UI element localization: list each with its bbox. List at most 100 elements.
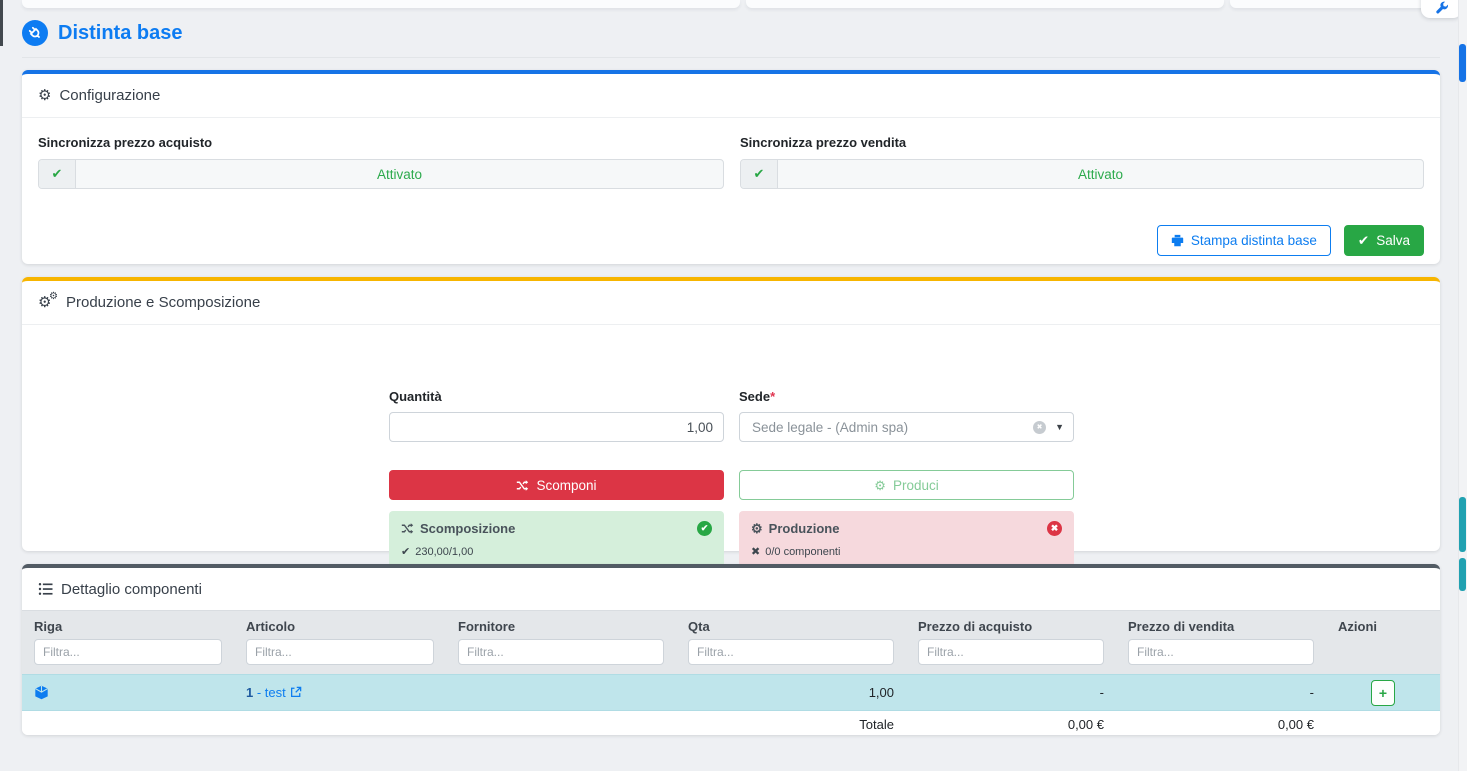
production-status-title: Produzione bbox=[768, 521, 840, 536]
components-table: Riga Articolo Fornitore Qta Prezzo di ac… bbox=[22, 610, 1440, 735]
sync-sale-toggle[interactable]: ✔ Attivato bbox=[740, 159, 1424, 189]
column-header-prezzo-vendita: Prezzo di vendita bbox=[1116, 610, 1326, 675]
check-icon: ✔ bbox=[1357, 232, 1370, 248]
filter-input-articolo[interactable] bbox=[246, 639, 434, 665]
decomposition-status-text: ✔ 230,00/1,00 bbox=[401, 545, 474, 559]
gear-icon: ⚙ bbox=[874, 477, 886, 493]
component-row[interactable]: 1 - test 1,00 - - + bbox=[22, 674, 1440, 711]
cross-icon: ✖ bbox=[751, 546, 761, 558]
scrolled-card-stub bbox=[22, 0, 740, 8]
shuffle-icon bbox=[401, 522, 414, 535]
scrolled-card-stub bbox=[1230, 0, 1440, 8]
external-link-icon[interactable] bbox=[286, 685, 302, 700]
page-heading: Distinta base bbox=[22, 18, 182, 48]
configuration-header: ⚙ Configurazione bbox=[22, 74, 1440, 118]
filter-input-qta[interactable] bbox=[688, 639, 894, 665]
totals-label: Totale bbox=[676, 710, 906, 735]
article-link[interactable]: - test bbox=[256, 685, 286, 700]
totals-row: Totale 0,00 € 0,00 € bbox=[22, 710, 1440, 735]
heading-divider bbox=[22, 57, 1440, 58]
azioni-cell: + bbox=[1326, 674, 1440, 711]
list-icon bbox=[38, 582, 53, 596]
cogs-icon: ⚙ ⚙ bbox=[38, 290, 58, 311]
components-panel: Dettaglio componenti Riga Articolo Forni… bbox=[22, 564, 1440, 735]
filter-input-prezzo-acquisto[interactable] bbox=[918, 639, 1104, 665]
column-header-riga: Riga bbox=[22, 610, 234, 675]
totals-acquisto: 0,00 € bbox=[906, 710, 1116, 735]
floating-tools-button[interactable] bbox=[1421, 0, 1462, 18]
save-label: Salva bbox=[1376, 233, 1410, 248]
filter-input-prezzo-vendita[interactable] bbox=[1128, 639, 1314, 665]
column-header-azioni: Azioni bbox=[1326, 610, 1440, 675]
check-icon: ✔ bbox=[39, 160, 76, 188]
success-badge-icon: ✔ bbox=[697, 521, 712, 536]
check-icon: ✔ bbox=[401, 546, 411, 558]
configuration-panel: ⚙ Configurazione Sincronizza prezzo acqu… bbox=[22, 70, 1440, 264]
production-status-text: ✖ 0/0 componenti bbox=[751, 545, 841, 559]
article-number: 1 bbox=[246, 685, 254, 700]
cube-icon bbox=[34, 685, 222, 700]
sync-purchase-toggle[interactable]: ✔ Attivato bbox=[38, 159, 724, 189]
articolo-cell: 1 - test bbox=[234, 674, 446, 711]
plug-icon bbox=[22, 20, 48, 46]
configuration-actions: Stampa distinta base ✔ Salva bbox=[1156, 225, 1424, 256]
chevron-down-icon: ▼ bbox=[1055, 422, 1064, 432]
sede-label: Sede* bbox=[739, 389, 776, 404]
clear-selection-icon[interactable]: ✖ bbox=[1033, 420, 1046, 434]
decompose-label: Scomponi bbox=[536, 477, 597, 493]
prezzo-vendita-cell: - bbox=[1116, 674, 1326, 711]
produce-label: Produci bbox=[892, 477, 939, 493]
check-icon: ✔ bbox=[741, 160, 778, 188]
components-title: Dettaglio componenti bbox=[61, 580, 202, 598]
sede-selected-value: Sede legale - (Admin spa) bbox=[752, 419, 909, 435]
plus-icon: + bbox=[1378, 684, 1388, 701]
prezzo-acquisto-cell: - bbox=[906, 674, 1116, 711]
filter-input-fornitore[interactable] bbox=[458, 639, 664, 665]
decompose-button[interactable]: Scomponi bbox=[389, 470, 724, 500]
print-bom-label: Stampa distinta base bbox=[1190, 233, 1317, 248]
sync-sale-label: Sincronizza prezzo vendita bbox=[740, 135, 907, 150]
row-type-cell bbox=[22, 674, 234, 711]
scrolled-card-stub bbox=[746, 0, 1224, 8]
column-header-articolo: Articolo bbox=[234, 610, 446, 675]
decomposition-status-title: Scomposizione bbox=[420, 521, 516, 536]
left-edge-sliver bbox=[0, 0, 3, 46]
qta-cell: 1,00 bbox=[676, 674, 906, 711]
gear-icon: ⚙ bbox=[751, 521, 763, 536]
decomposition-status-header: Scomposizione ✔ bbox=[401, 521, 712, 536]
sync-sale-value: Attivato bbox=[1077, 166, 1124, 182]
production-status-header: ⚙ Produzione ✖ bbox=[751, 521, 1062, 536]
fornitore-cell bbox=[446, 674, 676, 711]
error-badge-icon: ✖ bbox=[1047, 521, 1062, 536]
scrollbar[interactable] bbox=[1458, 0, 1467, 771]
scrollbar-thumb[interactable] bbox=[1459, 44, 1466, 82]
column-header-fornitore: Fornitore bbox=[446, 610, 676, 675]
printer-icon bbox=[1171, 234, 1184, 247]
shuffle-icon bbox=[516, 479, 529, 492]
column-header-qta: Qta bbox=[676, 610, 906, 675]
save-button[interactable]: ✔ Salva bbox=[1343, 225, 1424, 256]
sync-purchase-value: Attivato bbox=[376, 166, 423, 182]
sync-purchase-label: Sincronizza prezzo acquisto bbox=[38, 135, 213, 150]
filter-input-riga[interactable] bbox=[34, 639, 222, 665]
gear-icon: ⚙ bbox=[38, 87, 52, 104]
page-title: Distinta base bbox=[58, 21, 183, 44]
totals-vendita: 0,00 € bbox=[1116, 710, 1326, 735]
table-header-row: Riga Articolo Fornitore Qta Prezzo di ac… bbox=[22, 610, 1440, 675]
sede-select[interactable]: Sede legale - (Admin spa) ✖ ▼ bbox=[739, 412, 1074, 442]
production-title: Produzione e Scomposizione bbox=[66, 294, 261, 311]
add-component-button[interactable]: + bbox=[1371, 679, 1395, 706]
components-header: Dettaglio componenti bbox=[22, 568, 1440, 610]
quantity-label: Quantità bbox=[389, 389, 442, 404]
production-header: ⚙ ⚙ Produzione e Scomposizione bbox=[22, 281, 1440, 325]
production-panel: ⚙⚙ Produzione e Scomposizione Quantità S… bbox=[22, 277, 1440, 583]
scrollbar-marker bbox=[1459, 497, 1466, 552]
print-bom-button[interactable]: Stampa distinta base bbox=[1156, 225, 1331, 256]
configuration-title: Configurazione bbox=[59, 87, 161, 104]
quantity-input[interactable] bbox=[389, 412, 724, 442]
column-header-prezzo-acquisto: Prezzo di acquisto bbox=[906, 610, 1116, 675]
required-asterisk: * bbox=[770, 389, 776, 404]
wrench-icon bbox=[1435, 1, 1448, 14]
produce-button[interactable]: ⚙ Produci bbox=[739, 470, 1074, 500]
scrollbar-marker bbox=[1459, 558, 1466, 591]
